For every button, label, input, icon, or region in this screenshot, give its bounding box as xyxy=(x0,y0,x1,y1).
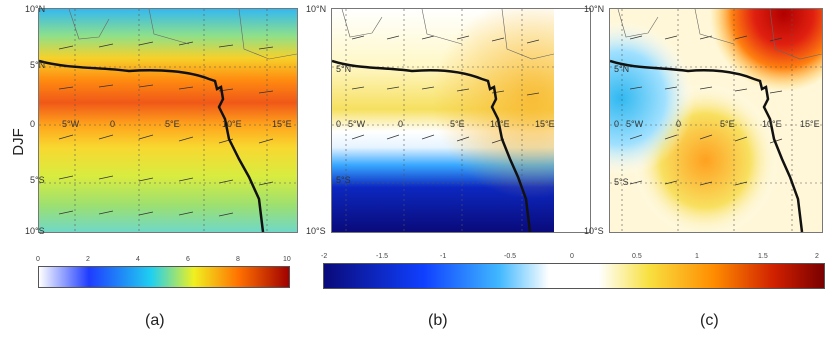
colorbar-tick: 2 xyxy=(86,256,90,263)
colorbar-tick: -0.5 xyxy=(504,253,517,260)
map-a-field xyxy=(39,9,297,232)
colorbar-tick: 2 xyxy=(815,253,819,260)
map-a-coastline xyxy=(39,59,265,232)
map-a-grid xyxy=(39,9,297,232)
colorbar-tick: 10 xyxy=(283,256,291,263)
tick-lon: 5°E xyxy=(165,119,180,129)
tick-lat: 5°N xyxy=(336,64,352,74)
map-c-wind-arrows xyxy=(629,35,783,186)
tick-lon: 5°E xyxy=(720,119,735,129)
tick-lon: 5°W xyxy=(348,119,366,129)
colorbar-tick: 0.5 xyxy=(632,253,642,260)
colorbar-tick: 4 xyxy=(136,256,140,263)
map-panel-c xyxy=(609,8,823,233)
map-b-field xyxy=(332,9,554,232)
panel-label-b: (b) xyxy=(428,312,448,329)
tick-lat: 5°N xyxy=(30,60,46,70)
map-c-borders xyxy=(617,9,822,60)
map-panel-a xyxy=(38,8,298,233)
tick-lat: 10°N xyxy=(25,4,46,14)
tick-lon: 5°W xyxy=(62,119,80,129)
map-b-coastline xyxy=(332,59,532,232)
map-a-borders xyxy=(68,9,297,60)
panel-label-a: (a) xyxy=(145,312,165,329)
tick-lon: 0 xyxy=(398,119,404,129)
map-c-coastline xyxy=(610,59,804,232)
colorbar-magnitude xyxy=(38,266,290,288)
colorbar-tick: -1.5 xyxy=(376,253,389,260)
tick-lat: 0 xyxy=(336,119,342,129)
tick-lon: 10°E xyxy=(762,119,782,129)
tick-lon: 0 xyxy=(110,119,116,129)
tick-lat: 10°N xyxy=(584,4,605,14)
colorbar-difference xyxy=(323,263,825,289)
colorbar-tick: 6 xyxy=(186,256,190,263)
tick-lat: 5°S xyxy=(614,177,629,187)
tick-lon: 15°E xyxy=(272,119,292,129)
map-c-field xyxy=(610,9,822,232)
tick-lat: 5°S xyxy=(30,175,45,185)
colorbar-tick: 0 xyxy=(36,256,40,263)
colorbar-tick: -1 xyxy=(440,253,447,260)
colorbar-tick: -2 xyxy=(321,253,328,260)
tick-lon: 5°W xyxy=(626,119,644,129)
tick-lon: 15°E xyxy=(800,119,820,129)
colorbar-tick: 0 xyxy=(570,253,574,260)
colorbar-tick: 1.5 xyxy=(758,253,768,260)
colorbar-tick: 8 xyxy=(236,256,240,263)
tick-lat: 10°S xyxy=(306,226,326,236)
tick-lon: 10°E xyxy=(490,119,510,129)
map-c-grid xyxy=(610,9,822,232)
map-a-wind-arrows xyxy=(58,41,274,217)
tick-lat: 5°N xyxy=(614,64,630,74)
tick-lon: 5°E xyxy=(450,119,465,129)
season-row-label: DJF xyxy=(10,128,27,156)
tick-lat: 0 xyxy=(614,119,620,129)
tick-lon: 15°E xyxy=(535,119,555,129)
map-b-grid xyxy=(332,9,554,232)
map-b-wind-arrows xyxy=(351,35,540,144)
tick-lat: 0 xyxy=(30,119,36,129)
colorbar-tick: 1 xyxy=(695,253,699,260)
map-panel-b xyxy=(331,8,591,233)
panel-label-c: (c) xyxy=(700,312,719,329)
tick-lat: 10°S xyxy=(584,226,604,236)
tick-lat: 10°S xyxy=(25,226,45,236)
tick-lat: 10°N xyxy=(306,4,327,14)
map-b-borders xyxy=(341,9,554,60)
tick-lon: 0 xyxy=(676,119,682,129)
tick-lon: 10°E xyxy=(222,119,242,129)
tick-lat: 5°S xyxy=(336,175,351,185)
